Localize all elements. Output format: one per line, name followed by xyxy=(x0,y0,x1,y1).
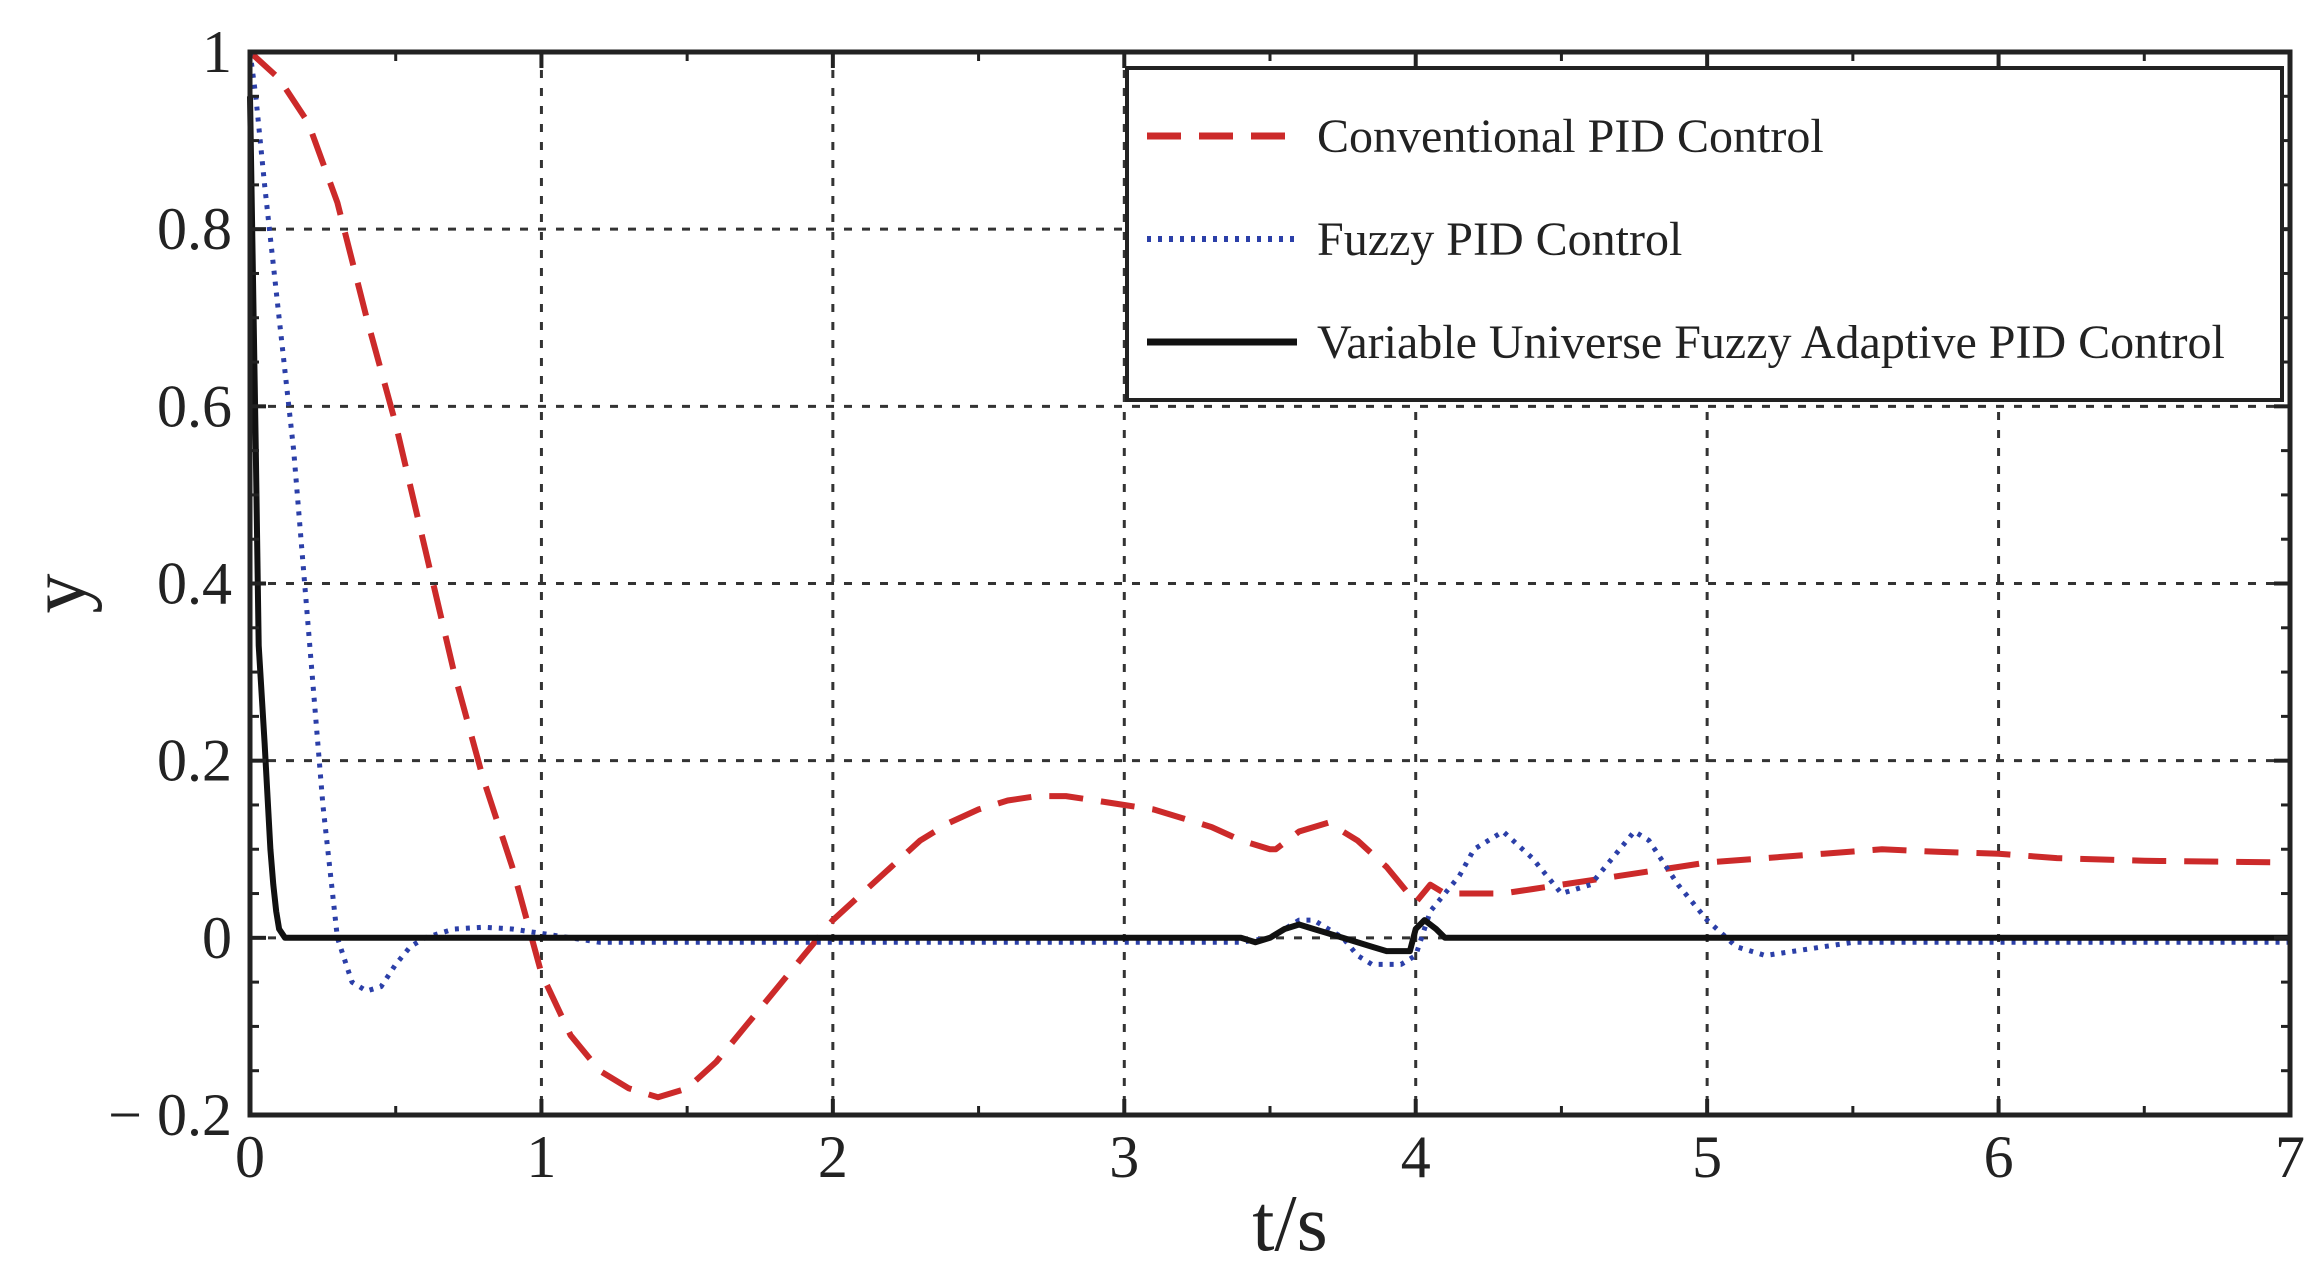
y-tick-label: 0.6 xyxy=(157,373,232,439)
legend-box xyxy=(1125,66,2284,402)
y-tick-label: 0.8 xyxy=(157,196,232,262)
y-tick-label: − 0.2 xyxy=(108,1082,232,1148)
y-tick-label: 0.2 xyxy=(157,728,232,794)
x-tick-label: 1 xyxy=(526,1124,556,1190)
x-tick-label: 4 xyxy=(1401,1124,1431,1190)
x-tick-label: 5 xyxy=(1692,1124,1722,1190)
x-tick-label: 3 xyxy=(1109,1124,1139,1190)
legend-item: Conventional PID Control xyxy=(1147,110,1824,163)
y-tick-label: 0.4 xyxy=(157,551,232,617)
y-tick-label: 1 xyxy=(202,19,232,85)
series-line-1 xyxy=(247,49,2291,1101)
x-tick-label: 7 xyxy=(2275,1124,2305,1190)
legend-label: Variable Universe Fuzzy Adaptive PID Con… xyxy=(1317,316,2225,369)
legend: Conventional PID Control Fuzzy PID Contro… xyxy=(1125,66,2284,402)
x-tick-label: 0 xyxy=(235,1124,265,1190)
y-axis-label: y xyxy=(15,574,103,614)
y-tick-label: 0 xyxy=(202,905,232,971)
x-tick-label: 6 xyxy=(1984,1124,2014,1190)
series-line-2 xyxy=(247,51,2290,994)
series-line-3 xyxy=(247,96,2290,955)
legend-label: Fuzzy PID Control xyxy=(1317,213,1682,266)
legend-item: Variable Universe Fuzzy Adaptive PID Con… xyxy=(1147,316,2225,369)
tick-labels: 0 1 2 3 4 5 6 7− 0.200.20.40.60.81 xyxy=(108,19,2305,1190)
x-tick-label: 2 xyxy=(818,1124,848,1190)
series-layer xyxy=(247,49,2291,1101)
x-axis-label: t/s xyxy=(1252,1180,1328,1262)
legend-item: Fuzzy PID Control xyxy=(1147,213,1682,266)
legend-label: Conventional PID Control xyxy=(1317,110,1824,163)
